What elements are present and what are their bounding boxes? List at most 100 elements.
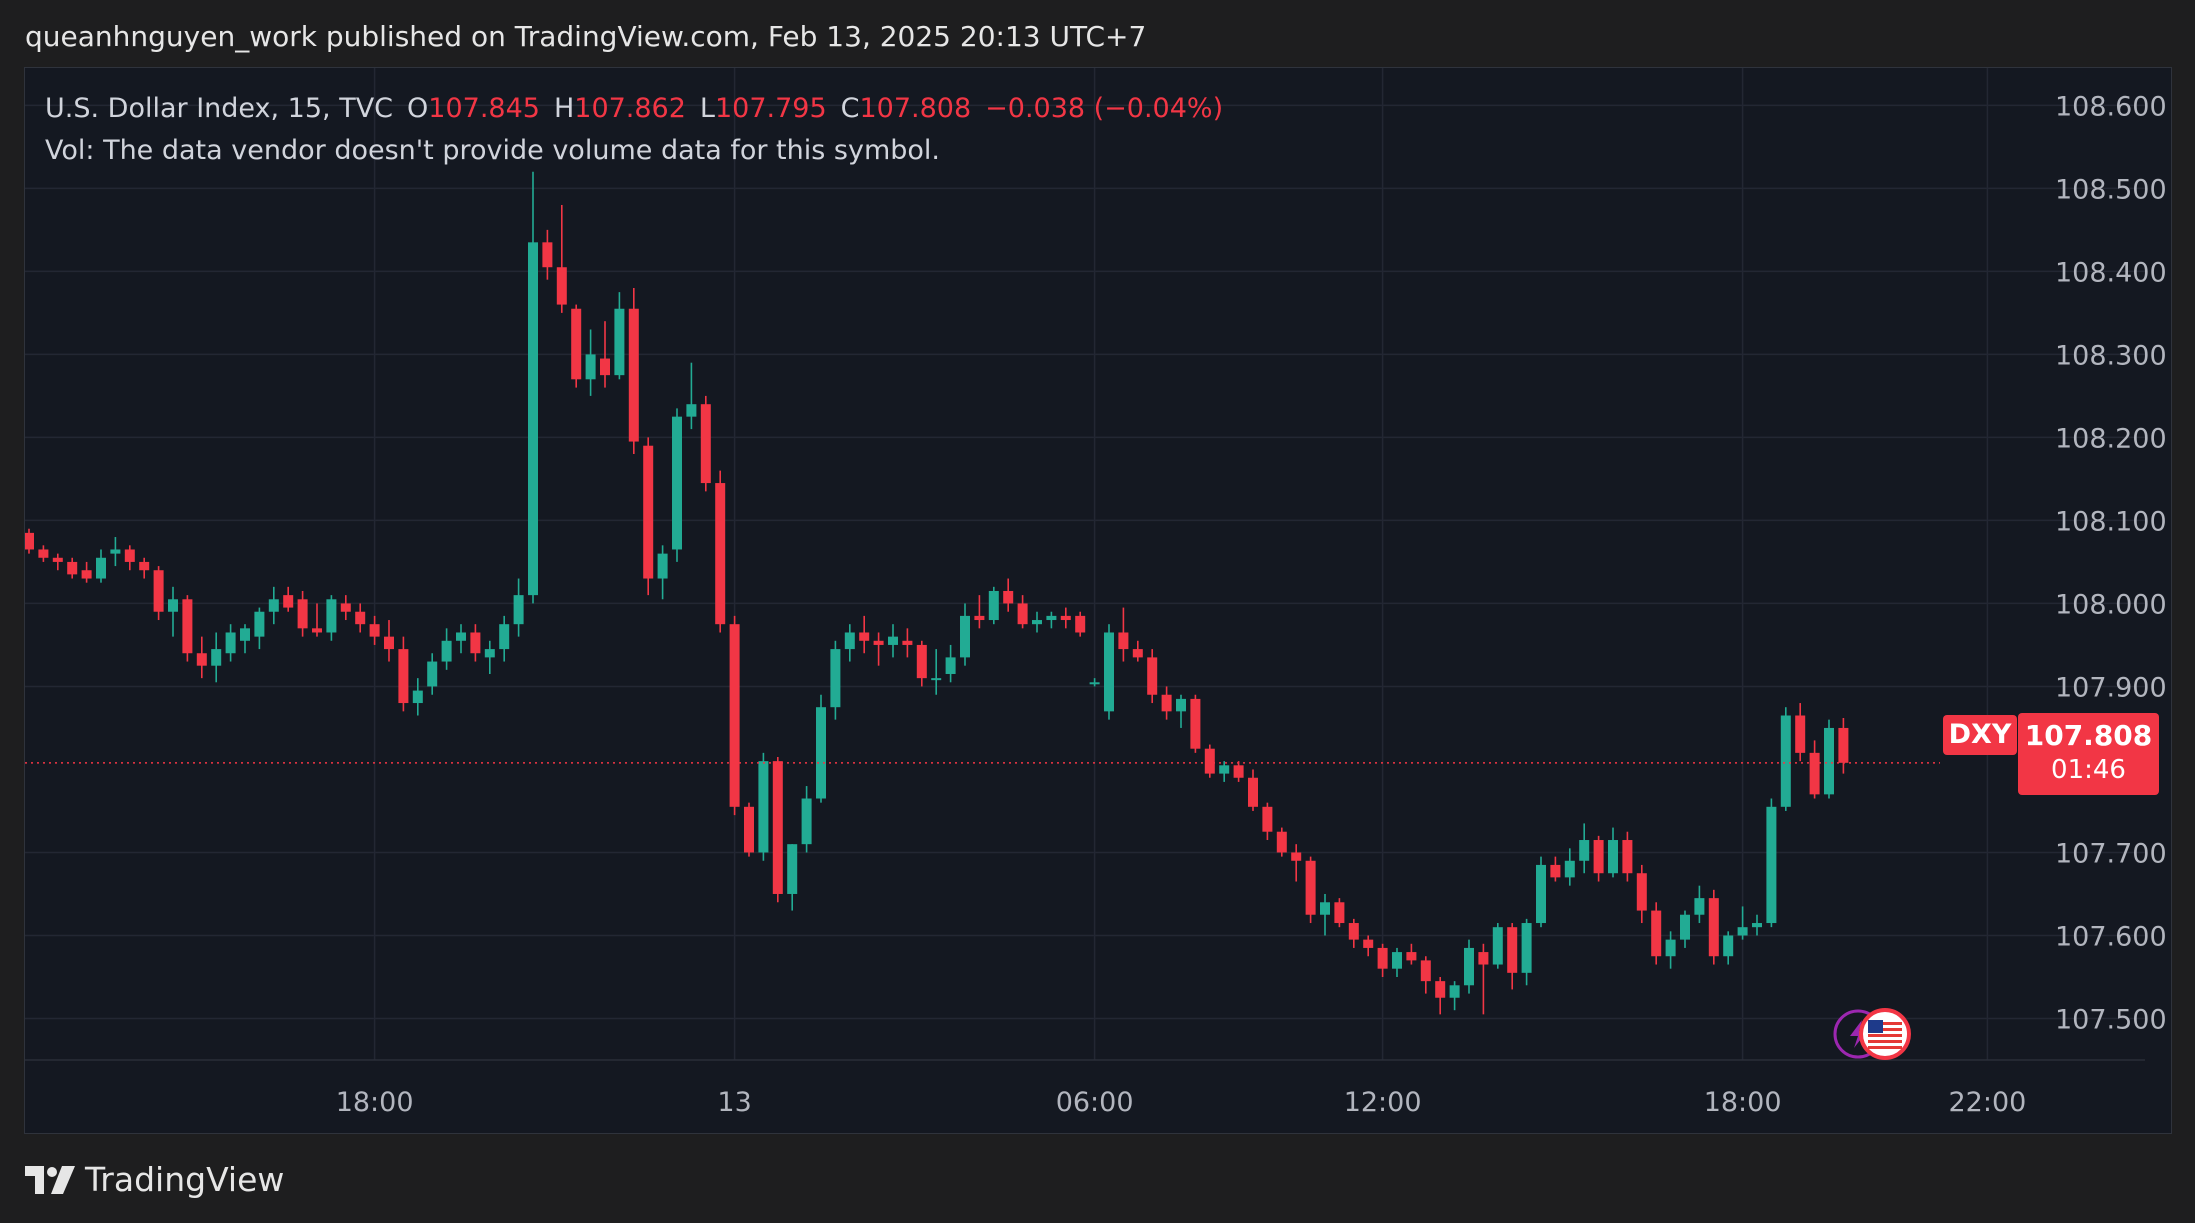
candle [859, 615, 870, 654]
candle-body [254, 611, 265, 637]
candle-body [168, 599, 178, 612]
candles [25, 171, 1849, 1015]
candle-body [1204, 748, 1215, 774]
candle-body [225, 632, 236, 654]
candle [700, 395, 711, 492]
candle-body [182, 599, 193, 654]
candle [1622, 831, 1633, 882]
brand-name: TradingView [85, 1160, 285, 1199]
candle-body [1003, 590, 1014, 604]
last-price-tag: 107.808 01:46 [2018, 713, 2159, 795]
candle [470, 624, 481, 662]
candle-body [211, 649, 222, 666]
candle-body [744, 806, 754, 853]
candle-body [945, 657, 956, 674]
candle-body [1017, 603, 1028, 625]
candle [729, 615, 740, 816]
candle-body [1406, 952, 1417, 961]
candle-body [1363, 939, 1374, 948]
candle-body [1089, 682, 1100, 685]
candle [1824, 719, 1834, 799]
publisher-line: queanhnguyen_work published on TradingVi… [25, 20, 1147, 53]
candle-body [758, 761, 769, 853]
candle-body [1248, 777, 1258, 807]
candle [1478, 943, 1489, 1015]
candle-body [1420, 960, 1431, 982]
chart-panel[interactable]: 108.600 108.500 108.400 108.300 108.200 108.1… [24, 67, 2172, 1134]
candle-body [1564, 860, 1575, 878]
candle-body [1435, 981, 1446, 998]
candle-body [81, 570, 92, 579]
candlestick-chart[interactable]: 108.600 108.500 108.400 108.300 108.200 108.1… [25, 68, 2173, 1135]
candle [1838, 717, 1849, 774]
candle [945, 644, 956, 683]
candle-body [1219, 765, 1230, 774]
candle [1449, 981, 1460, 1011]
candle [1464, 939, 1474, 994]
candle [1089, 678, 1100, 687]
candle [628, 287, 639, 455]
candle [96, 549, 106, 583]
candle-body [38, 549, 49, 558]
tradingview-logo-icon [25, 1165, 75, 1194]
us-flag-event-icon[interactable] [1859, 1008, 1911, 1060]
candle-body [283, 595, 294, 608]
candle-body [772, 761, 783, 894]
candle [801, 786, 812, 853]
candle-body [585, 354, 596, 380]
candle-body [297, 599, 308, 629]
candle [988, 586, 999, 625]
candle [542, 229, 553, 280]
candle-body [801, 798, 812, 845]
candle [1694, 885, 1705, 924]
candle [1536, 856, 1546, 928]
candle [369, 615, 380, 645]
candle [556, 204, 567, 313]
candle [1104, 624, 1114, 720]
candle-body [1262, 806, 1273, 832]
candle [427, 653, 438, 695]
candle [1636, 864, 1647, 924]
candle-body [700, 404, 711, 484]
axes: 108.600 108.500 108.400 108.300 108.200 108.1… [336, 91, 2167, 1118]
candle [196, 636, 207, 679]
candle-body [916, 644, 927, 679]
footer-brand[interactable]: TradingView [25, 1160, 284, 1199]
candle-body [1190, 698, 1201, 749]
candle [1564, 848, 1575, 886]
candle-body [960, 615, 970, 658]
candle-body [859, 632, 870, 641]
candle [1032, 611, 1042, 633]
candle-body [139, 561, 150, 571]
candle-body [1809, 752, 1820, 795]
candle [960, 603, 970, 666]
candle-body [484, 649, 495, 658]
x-tick-label: 06:00 [1056, 1087, 1134, 1118]
candle [1060, 607, 1071, 629]
open-label: O [407, 93, 429, 124]
candle [1665, 931, 1676, 969]
candle [1521, 918, 1532, 986]
candle-body [672, 416, 682, 550]
candle [758, 752, 769, 861]
candle-body [787, 844, 798, 894]
candle-body [816, 707, 826, 799]
candle-body [1032, 620, 1042, 625]
candle-body [657, 553, 668, 579]
candle [1190, 694, 1201, 753]
y-tick-label: 108.400 [2055, 257, 2167, 288]
candle [1608, 827, 1618, 878]
y-tick-label: 108.200 [2055, 423, 2167, 454]
candle-body [1521, 923, 1532, 973]
candle [1262, 802, 1273, 841]
candle-body [456, 632, 466, 641]
candle [1708, 889, 1719, 965]
candle-body [412, 690, 423, 704]
candle-body [1780, 715, 1791, 807]
low-label: L [699, 93, 715, 124]
y-tick-label: 108.000 [2055, 589, 2167, 620]
candle [643, 437, 654, 596]
candle [1651, 902, 1662, 965]
candle-body [628, 308, 639, 442]
candle [412, 678, 423, 716]
